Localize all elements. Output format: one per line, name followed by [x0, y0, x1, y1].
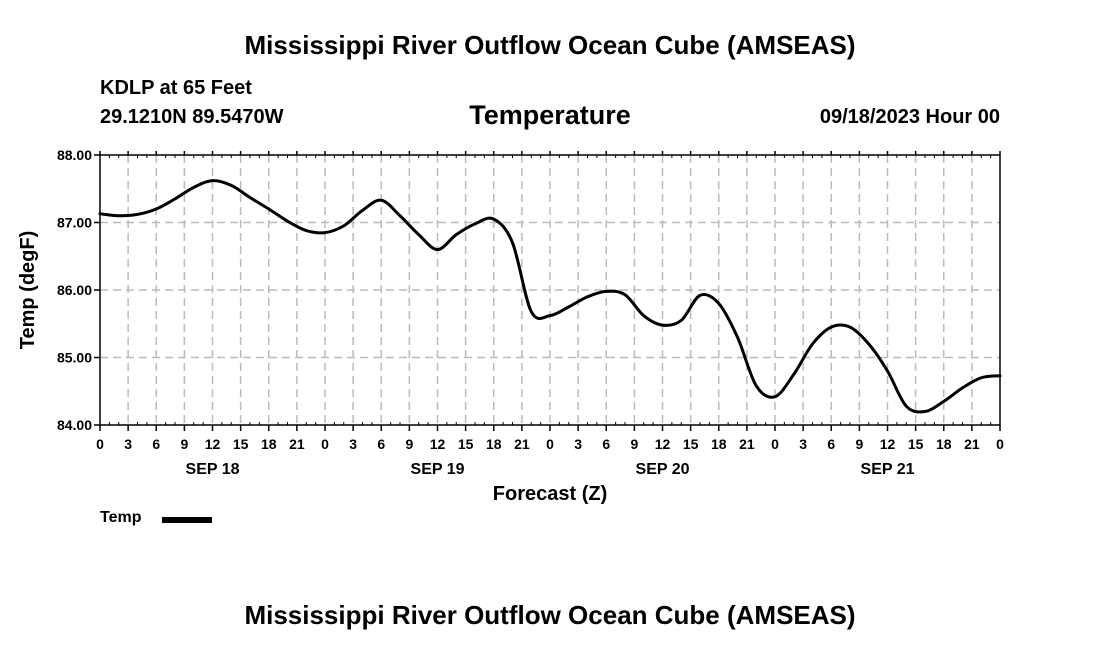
x-tick-label: 3 — [349, 436, 357, 452]
x-tick-label: 12 — [205, 436, 221, 452]
x-tick-label: 3 — [799, 436, 807, 452]
x-tick-label: 18 — [261, 436, 277, 452]
x-tick-label: 12 — [430, 436, 446, 452]
temp-series-line — [98, 179, 1002, 414]
y-tick-label: 88.00 — [57, 147, 92, 163]
x-tick-label: 0 — [771, 436, 779, 452]
x-tick-label: 6 — [152, 436, 160, 452]
x-tick-label: 21 — [964, 436, 980, 452]
chart-title: Temperature — [469, 100, 631, 130]
x-tick-label: 3 — [574, 436, 582, 452]
x-tick-label: 0 — [546, 436, 554, 452]
x-tick-label: 6 — [827, 436, 835, 452]
x-tick-label: 6 — [377, 436, 385, 452]
y-tick-label: 84.00 — [57, 417, 92, 433]
legend-swatch — [162, 517, 212, 523]
station-label: KDLP at 65 Feet — [100, 77, 252, 99]
x-tick-label: 18 — [486, 436, 502, 452]
x-tick-label: 9 — [180, 436, 188, 452]
x-tick-label: 12 — [655, 436, 671, 452]
plot-frame — [99, 154, 1001, 426]
x-tick-label: 15 — [458, 436, 474, 452]
day-label: SEP 20 — [636, 461, 690, 478]
day-label: SEP 18 — [186, 461, 240, 478]
forecast-datetime: 09/18/2023 Hour 00 — [819, 106, 1000, 128]
x-tick-label: 0 — [96, 436, 104, 452]
y-axis-label: Temp (degF) — [17, 231, 39, 350]
y-tick-label: 87.00 — [57, 215, 92, 231]
x-tick-label: 12 — [880, 436, 896, 452]
station-coordinates: 29.1210N 89.5470W — [100, 106, 284, 128]
x-tick-label: 6 — [602, 436, 610, 452]
x-tick-label: 15 — [233, 436, 249, 452]
day-label: SEP 21 — [861, 461, 915, 478]
legend-label: Temp — [100, 509, 142, 526]
x-tick-label: 3 — [124, 436, 132, 452]
x-tick-label: 21 — [514, 436, 530, 452]
x-tick-label: 18 — [711, 436, 727, 452]
x-tick-label: 21 — [739, 436, 755, 452]
y-tick-label: 86.00 — [57, 282, 92, 298]
x-tick-label: 18 — [936, 436, 952, 452]
x-tick-label: 9 — [405, 436, 413, 452]
x-tick-label: 9 — [630, 436, 638, 452]
grid-layer — [100, 155, 1000, 425]
footer-title: Mississippi River Outflow Ocean Cube (AM… — [244, 600, 856, 630]
x-tick-label: 0 — [996, 436, 1004, 452]
legend: Temp — [100, 509, 141, 527]
x-tick-label: 21 — [289, 436, 305, 452]
x-tick-label: 15 — [683, 436, 699, 452]
day-label: SEP 19 — [411, 461, 465, 478]
x-tick-label: 9 — [855, 436, 863, 452]
x-tick-label: 0 — [321, 436, 329, 452]
tick-layer — [94, 151, 1001, 431]
x-axis-label: Forecast (Z) — [493, 483, 607, 505]
main-title: Mississippi River Outflow Ocean Cube (AM… — [244, 30, 856, 60]
y-tick-label: 85.00 — [57, 350, 92, 366]
x-tick-label: 15 — [908, 436, 924, 452]
